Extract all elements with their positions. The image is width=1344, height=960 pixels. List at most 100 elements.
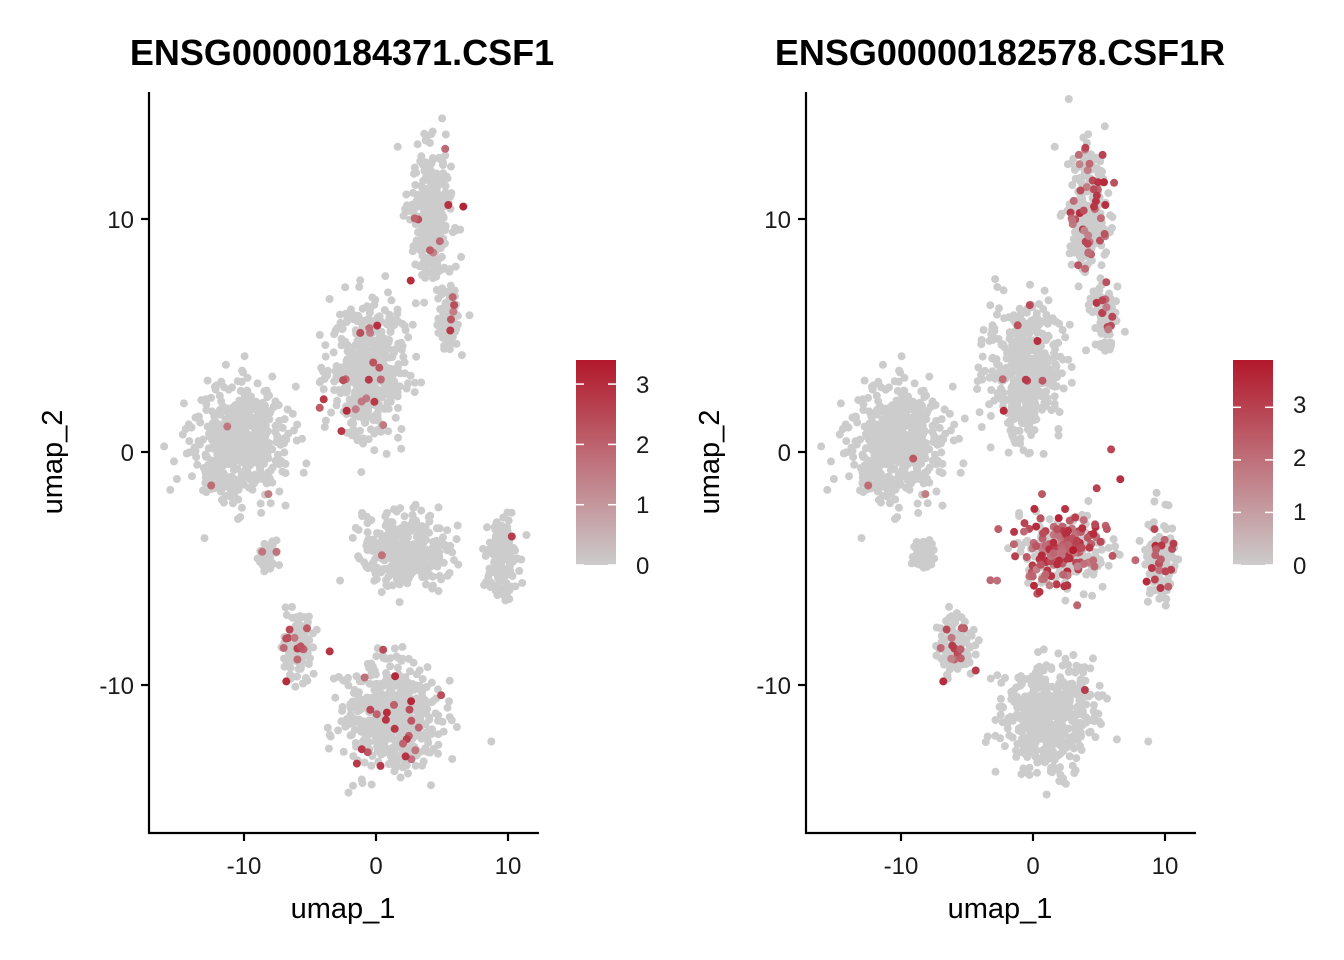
cell-point bbox=[977, 423, 986, 431]
cell-point bbox=[1064, 95, 1073, 103]
cell-point bbox=[1013, 376, 1022, 384]
cell-point bbox=[347, 359, 356, 368]
cell-point bbox=[244, 433, 253, 442]
cell-point bbox=[1104, 561, 1113, 570]
cell-point bbox=[433, 545, 442, 554]
cell-point bbox=[433, 260, 442, 269]
cell-point bbox=[1027, 402, 1036, 411]
cell-point bbox=[396, 344, 405, 353]
cell-point bbox=[1062, 691, 1071, 700]
cell-point bbox=[440, 341, 449, 350]
cell-point bbox=[1104, 189, 1113, 198]
cell-point bbox=[334, 726, 343, 735]
cell-point bbox=[414, 228, 422, 237]
cell-point bbox=[386, 662, 395, 671]
cell-point bbox=[1061, 654, 1070, 663]
cell-point bbox=[443, 526, 452, 535]
cell-point bbox=[281, 501, 290, 510]
cell-point bbox=[359, 434, 368, 443]
cell-point bbox=[412, 517, 421, 526]
cell-point bbox=[320, 423, 329, 431]
cell-point bbox=[1100, 250, 1109, 259]
cell-point bbox=[248, 401, 257, 410]
cell-point bbox=[325, 730, 334, 739]
cell-point bbox=[227, 480, 236, 489]
cell-point bbox=[434, 716, 442, 725]
cell-point bbox=[1000, 314, 1009, 323]
cell-point-expressed bbox=[450, 301, 459, 310]
cell-point bbox=[357, 468, 366, 477]
cell-point bbox=[446, 541, 455, 550]
cell-point bbox=[257, 508, 266, 517]
cell-point bbox=[429, 268, 438, 277]
cell-point bbox=[296, 664, 305, 673]
cell-point bbox=[452, 723, 461, 731]
cell-point-expressed bbox=[435, 237, 444, 246]
cell-point bbox=[1094, 169, 1103, 178]
cell-point bbox=[1084, 300, 1093, 309]
cell-point bbox=[437, 252, 446, 261]
cell-point bbox=[971, 650, 980, 659]
cell-point bbox=[447, 162, 455, 171]
cell-point bbox=[215, 391, 224, 400]
cell-point bbox=[327, 408, 336, 417]
cell-point-expressed bbox=[448, 293, 457, 302]
cell-point bbox=[427, 174, 436, 183]
cell-point bbox=[244, 470, 253, 479]
cell-point-expressed bbox=[410, 214, 419, 223]
cell-point bbox=[434, 740, 443, 749]
cell-point bbox=[203, 461, 212, 470]
cell-point bbox=[377, 327, 386, 336]
cell-point bbox=[386, 518, 395, 526]
cell-point bbox=[985, 373, 994, 382]
cell-point bbox=[878, 360, 887, 369]
cell-point-expressed bbox=[407, 697, 416, 706]
cell-point bbox=[1056, 211, 1065, 220]
cell-point bbox=[342, 318, 351, 326]
cell-point bbox=[359, 345, 368, 354]
cell-point bbox=[384, 427, 393, 436]
cell-point bbox=[293, 420, 302, 429]
cell-point bbox=[234, 441, 243, 450]
cell-point-expressed bbox=[381, 715, 390, 724]
cell-point bbox=[999, 388, 1008, 397]
cell-point bbox=[932, 487, 941, 496]
cell-point bbox=[945, 409, 954, 418]
cell-point bbox=[490, 565, 498, 573]
cell-point bbox=[386, 397, 395, 406]
cell-point bbox=[242, 386, 251, 395]
cell-point bbox=[238, 366, 247, 375]
cell-point bbox=[412, 352, 421, 361]
cell-point bbox=[935, 423, 944, 432]
cell-point bbox=[1045, 316, 1054, 324]
cell-point-expressed bbox=[370, 397, 379, 406]
cell-point bbox=[977, 340, 986, 349]
cell-point bbox=[1051, 382, 1059, 391]
cell-point bbox=[352, 353, 360, 362]
cell-point bbox=[1097, 261, 1106, 270]
cell-point bbox=[370, 369, 378, 378]
cell-point bbox=[427, 130, 436, 139]
cell-point bbox=[829, 475, 838, 483]
cell-point bbox=[1017, 542, 1026, 551]
cell-point bbox=[409, 565, 418, 574]
cell-point bbox=[960, 414, 969, 423]
cell-point bbox=[445, 713, 454, 722]
cell-point bbox=[262, 472, 271, 481]
cell-point bbox=[421, 136, 430, 145]
cell-point bbox=[309, 669, 318, 678]
cell-point bbox=[1037, 404, 1046, 413]
cell-point bbox=[303, 676, 312, 685]
panel-csf1r: ENSG00000182578.CSF1R 10 0 -10 -10 0 10 … bbox=[694, 32, 1306, 925]
cell-point bbox=[309, 643, 318, 652]
cell-point bbox=[417, 506, 426, 515]
panel-csf1: ENSG00000184371.CSF1 10 0 -10 -10 0 10 u… bbox=[37, 32, 649, 925]
cell-point-expressed bbox=[296, 642, 305, 651]
cell-point bbox=[493, 583, 502, 592]
cell-point bbox=[1057, 773, 1066, 782]
cell-point bbox=[433, 321, 442, 330]
cell-point bbox=[1078, 217, 1087, 226]
cell-point bbox=[420, 537, 429, 546]
cell-point bbox=[380, 748, 389, 757]
cell-point bbox=[485, 538, 494, 547]
